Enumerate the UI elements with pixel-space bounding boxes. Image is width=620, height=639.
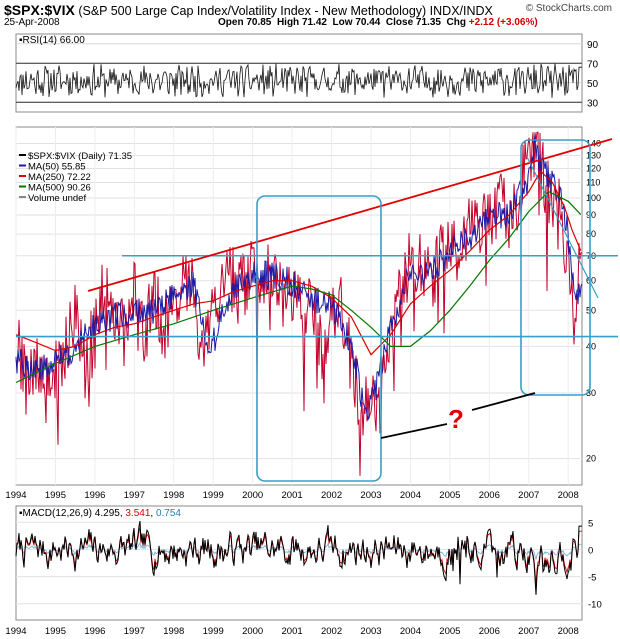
macd-y-tick-label: 0: [588, 545, 593, 556]
macd-line: [15, 520, 582, 595]
ma50-line: [15, 134, 583, 421]
open-value: 70.85: [246, 17, 272, 28]
macd-label: ▪MACD(12,26,9) 4.295, 3.541, 0.754: [19, 508, 181, 519]
rsi-label: ▪RSI(14) 66.00: [19, 35, 85, 46]
trendline-annotation: [87, 138, 613, 292]
legend-entry: MA(500) 90.26: [28, 183, 91, 194]
macd-x-tick-label: 1999: [203, 626, 224, 637]
price-x-tick-label: 1998: [163, 490, 184, 501]
legend-entry: MA(250) 72.22: [28, 172, 91, 183]
price-x-tick-label: 2001: [282, 490, 303, 501]
highlight-box-2000-2003: [256, 195, 382, 482]
price-x-tick-label: 2003: [360, 490, 381, 501]
macd-x-tick-label: 2001: [282, 626, 303, 637]
high-label: High: [276, 17, 300, 28]
highlight-box-2007-2008: [520, 139, 591, 396]
legend-entry: Volume undef: [28, 193, 86, 204]
legend-swatch: [19, 154, 26, 156]
price-x-tick-label: 2000: [242, 490, 263, 501]
price-x-tick-label: 2005: [439, 490, 460, 501]
open-label: Open: [218, 17, 244, 28]
macd-y-tick-label: -5: [588, 573, 596, 584]
macd-panel: [15, 505, 583, 621]
price-y-tick-label: 90: [586, 210, 596, 220]
price-y-tick-label: 40: [586, 341, 596, 351]
macd-x-tick-label: 2000: [242, 626, 263, 637]
macd-y-tick-label: 5: [588, 518, 593, 529]
macd-x-tick-label: 1996: [84, 626, 105, 637]
legend-swatch: [19, 164, 26, 167]
macd-label-name: ▪MACD(12,26,9) 4.295,: [19, 508, 125, 519]
price-y-tick-label: 20: [586, 454, 596, 464]
macd-x-tick-label: 2008: [558, 626, 579, 637]
price-x-tick-label: 1997: [124, 490, 145, 501]
price-y-tick-label: 100: [586, 193, 601, 203]
price-y-tick-label: 130: [586, 150, 601, 160]
legend-swatch: [19, 196, 26, 198]
price-y-tick-label: 60: [586, 276, 596, 286]
description: (S&P 500 Large Cap Index/Volatility Inde…: [78, 4, 493, 18]
price-y-tick-label: 110: [586, 178, 600, 188]
quote-line: Open 70.85 High 71.42 Low 70.44 Close 71…: [218, 17, 538, 28]
symbol: $SPX:$VIX: [4, 2, 75, 18]
price-x-tick-label: 2004: [400, 490, 421, 501]
chart-date: 25-Apr-2008: [4, 17, 60, 28]
comparison-line-left: [380, 423, 448, 439]
macd-x-tick-label: 2007: [518, 626, 539, 637]
price-x-tick-label: 2006: [479, 490, 500, 501]
rsi-series-line: [15, 63, 582, 98]
price-x-tick-label: 2002: [321, 490, 342, 501]
legend-swatch: [19, 185, 26, 188]
price-x-tick-label: 1996: [84, 490, 105, 501]
price-x-tick-label: 1994: [5, 490, 26, 501]
macd-x-tick-label: 1994: [5, 626, 26, 637]
price-x-tick-label: 2008: [558, 490, 579, 501]
comparison-line-right: [471, 392, 536, 411]
price-y-tick-label: 120: [586, 163, 601, 173]
macd-x-tick-label: 1995: [45, 626, 66, 637]
macd-label-sep: ,: [150, 508, 156, 519]
high-value: 71.42: [301, 17, 327, 28]
downtrend-annotation: [526, 156, 599, 299]
price-y-tick-label: 50: [586, 305, 596, 315]
rsi-y-tick-label: 70: [587, 59, 599, 70]
price-y-tick-label: 80: [586, 229, 596, 239]
macd-x-tick-label: 2005: [439, 626, 460, 637]
rsi-y-tick-label: 50: [587, 79, 599, 90]
macd-label-signal: 3.541: [125, 508, 150, 519]
low-value: 70.44: [355, 17, 381, 28]
legend-entry: MA(50) 55.85: [28, 162, 86, 173]
macd-y-tick-label: -10: [588, 600, 602, 611]
question-mark-annotation: ?: [448, 404, 464, 434]
price-y-tick-label: 30: [586, 388, 596, 398]
price-panel: [15, 126, 583, 486]
watermark: © StockCharts.com: [525, 3, 612, 14]
chart-title: $SPX:$VIX (S&P 500 Large Cap Index/Volat…: [4, 2, 493, 18]
chg-value: +2.12 (+3.06%): [468, 17, 538, 28]
low-label: Low: [332, 17, 353, 28]
rsi-y-tick-label: 30: [587, 98, 599, 109]
legend-entry: $SPX:$VIX (Daily) 71.35: [28, 151, 132, 162]
price-x-tick-label: 1999: [203, 490, 224, 501]
macd-x-tick-label: 2002: [321, 626, 342, 637]
macd-x-tick-label: 1997: [124, 626, 145, 637]
close-value: 71.35: [415, 17, 441, 28]
macd-x-tick-label: 2006: [479, 626, 500, 637]
price-x-tick-label: 1995: [45, 490, 66, 501]
legend-swatch: [19, 175, 26, 177]
ma500-line: [15, 190, 582, 384]
chg-label: Chg: [446, 17, 466, 28]
macd-x-tick-label: 2004: [400, 626, 421, 637]
close-label: Close: [385, 17, 414, 28]
macd-x-tick-label: 2003: [360, 626, 381, 637]
macd-x-tick-label: 1998: [163, 626, 184, 637]
rsi-y-tick-label: 90: [587, 40, 599, 51]
price-x-tick-label: 2007: [518, 490, 539, 501]
macd-label-histogram: 0.754: [156, 508, 181, 519]
